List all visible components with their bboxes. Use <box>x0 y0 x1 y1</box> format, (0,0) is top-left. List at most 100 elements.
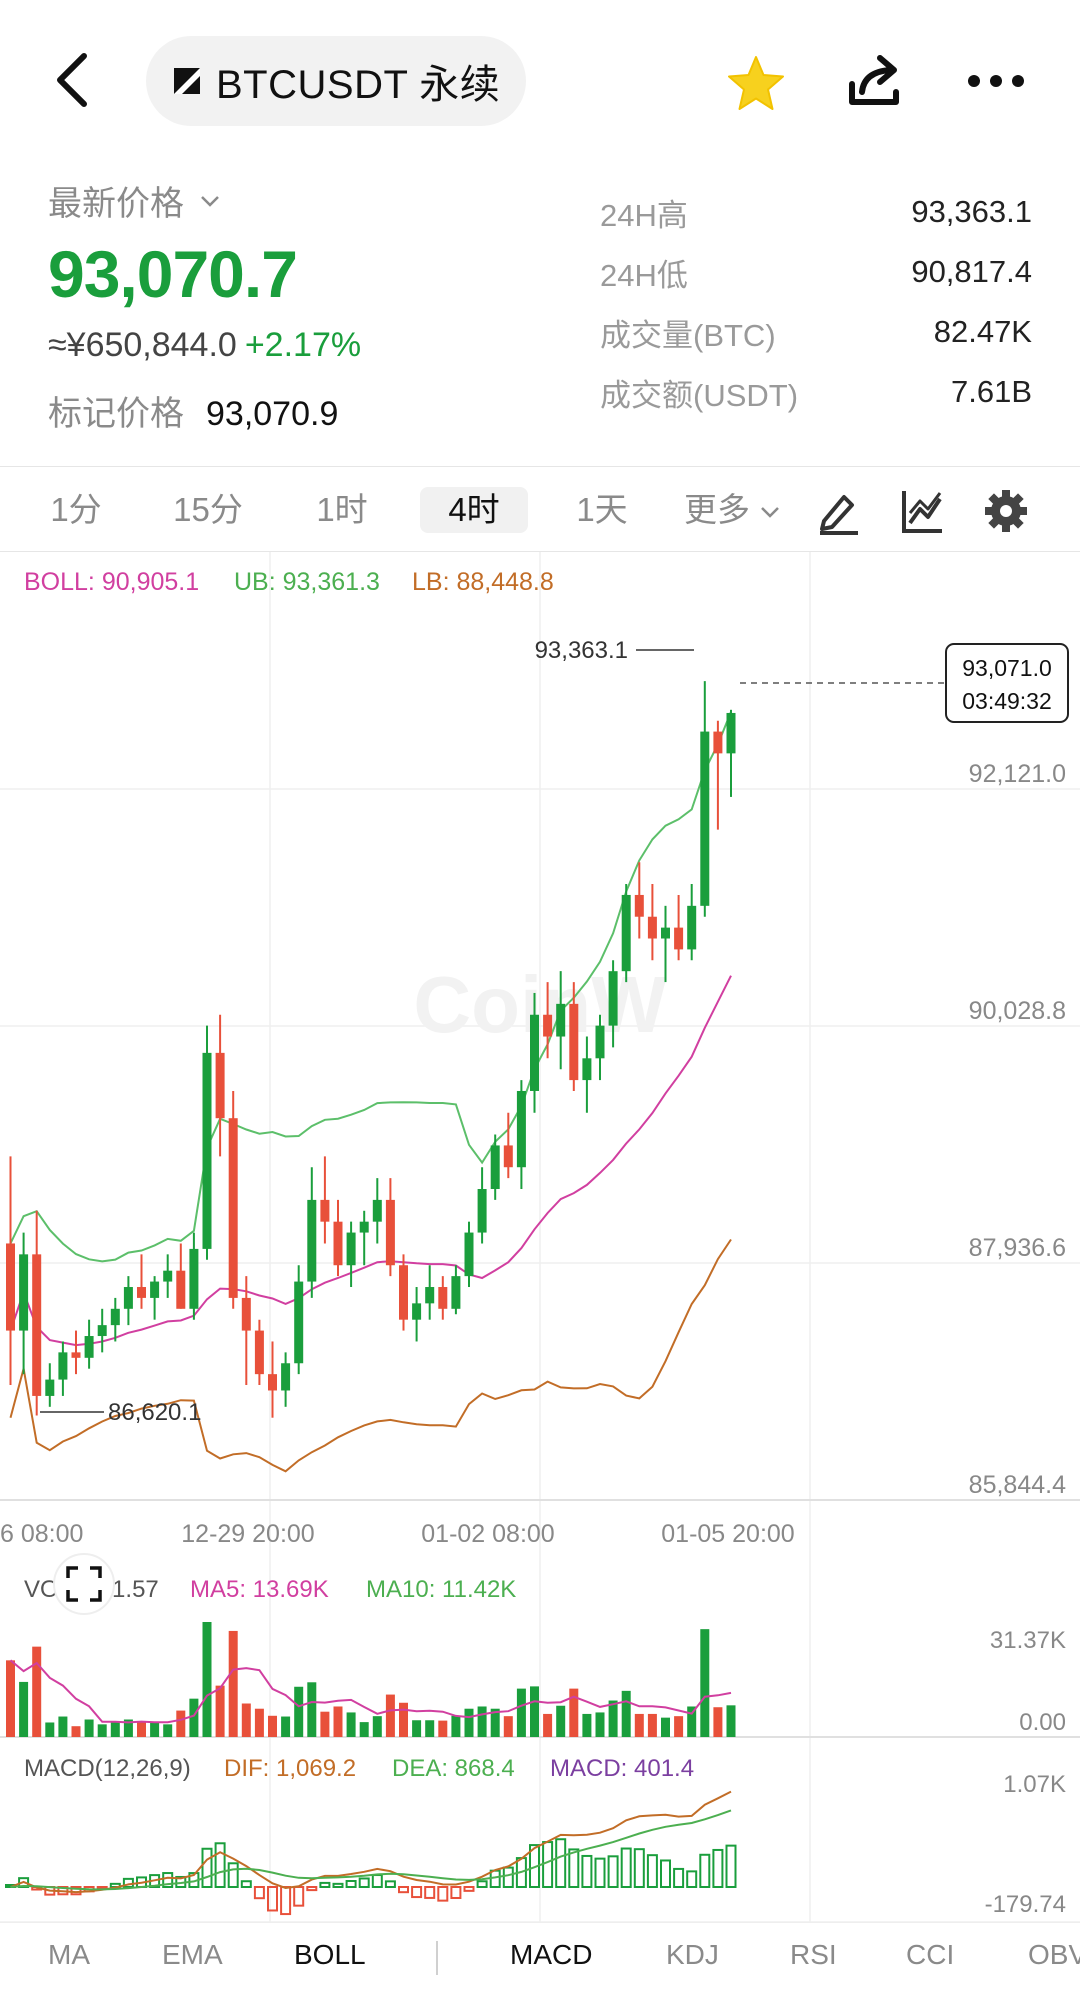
volume-bar <box>503 1716 513 1737</box>
lb-label: LB: 88,448.8 <box>412 568 554 596</box>
volume-bar <box>176 1710 186 1737</box>
volume-bar <box>582 1713 592 1737</box>
candle-body <box>700 731 710 906</box>
macd-bar <box>384 1880 396 1889</box>
candle-body <box>176 1270 186 1309</box>
macd-bar <box>345 1880 357 1889</box>
candle-body <box>202 1052 212 1249</box>
stat-row: 成交额(USDT) 7.61B <box>600 362 1032 422</box>
crosshair-box[interactable]: 93,071.0 03:49:32 <box>945 643 1069 723</box>
macd-value-label: MACD: 401.4 <box>550 1755 694 1782</box>
low-marker: 86,620.1 <box>108 1399 201 1426</box>
candle-body <box>110 1308 120 1326</box>
candle-body <box>254 1330 264 1375</box>
fullscreen-button[interactable] <box>53 1553 115 1615</box>
candle-body <box>84 1336 94 1358</box>
candle-body <box>425 1287 435 1304</box>
tab-more-label: 更多 <box>684 491 750 528</box>
candle-body <box>268 1374 277 1391</box>
candle-body <box>634 894 644 917</box>
candle-body <box>713 731 723 754</box>
mark-price-value: 93,070.9 <box>206 395 339 433</box>
boll-upper-line <box>9 711 732 1263</box>
symbol-name: BTCUSDT 永续 <box>216 63 501 107</box>
volume-bar <box>372 1716 382 1737</box>
volume-bar <box>516 1688 526 1737</box>
macd-bar <box>620 1847 632 1888</box>
volume-bar <box>556 1705 566 1737</box>
ind-tab-ema[interactable]: EMA <box>162 1939 223 1970</box>
indicator-chart-icon[interactable] <box>898 487 946 535</box>
stat-row: 24H低 90,817.4 <box>600 242 1032 302</box>
boll-mid-line <box>9 975 732 1347</box>
kline-chart-svg[interactable]: CoinW BOLL: 90,905.1 UB: 93,361.3 LB: 88… <box>0 552 1080 1922</box>
ind-tab-kdj[interactable]: KDJ <box>666 1939 719 1970</box>
symbol-selector[interactable]: BTCUSDT 永续 <box>146 36 526 126</box>
volume-bar <box>333 1706 343 1737</box>
ind-tab-cci[interactable]: CCI <box>906 1939 955 1970</box>
volume-bar <box>189 1698 199 1737</box>
candle-body <box>464 1232 474 1277</box>
boll-label: BOLL: 90,905.1 <box>24 568 199 596</box>
volume-bar <box>320 1711 330 1737</box>
macd-bar <box>306 1886 318 1892</box>
boll-bands <box>9 711 732 1473</box>
macd-bar <box>293 1886 305 1907</box>
ind-tab-macd[interactable]: MACD <box>510 1939 593 1970</box>
macd-bar <box>319 1881 331 1889</box>
stat-label: 24H高 <box>600 197 688 233</box>
time-axis-label: 12-29 20:00 <box>181 1520 314 1548</box>
fullscreen-icon <box>66 1566 102 1602</box>
volume-bar <box>726 1705 736 1737</box>
tab-1d[interactable]: 1天 <box>576 491 628 528</box>
macd-bar <box>568 1848 580 1888</box>
ind-tab-rsi[interactable]: RSI <box>790 1939 837 1970</box>
volume-bar <box>451 1715 461 1737</box>
candles <box>6 681 736 1418</box>
candle-body <box>516 1090 526 1168</box>
back-arrow-icon[interactable] <box>48 50 98 110</box>
stats-panel: 24H高 93,363.1 24H低 90,817.4 成交量(BTC) 82.47K… <box>600 182 1032 422</box>
time-axis-label: 01-05 20:00 <box>661 1520 794 1548</box>
macd-histogram <box>5 1790 737 1916</box>
share-icon[interactable] <box>846 52 906 112</box>
favorite-star-icon[interactable] <box>726 54 786 112</box>
volume-bar <box>58 1716 68 1737</box>
stat-label: 成交额(USDT) <box>600 377 799 413</box>
tab-1m[interactable]: 1分 <box>50 491 102 528</box>
ind-tab-obv[interactable]: OBV <box>1028 1939 1080 1970</box>
macd-bar <box>70 1886 82 1896</box>
tab-more[interactable]: 更多 <box>684 487 794 533</box>
candle-body <box>32 1254 42 1396</box>
vol-axis-label: 31.37K <box>990 1627 1066 1654</box>
macd-bar <box>371 1874 383 1889</box>
time-axis-label: 01-02 08:00 <box>421 1520 554 1548</box>
tab-15m[interactable]: 15分 <box>173 491 243 528</box>
chart-grid <box>0 552 1080 1922</box>
more-options-icon[interactable] <box>966 66 1026 96</box>
macd-bar <box>555 1838 567 1889</box>
volume-bar <box>621 1690 631 1737</box>
macd-bar <box>424 1886 436 1899</box>
volume-bar <box>399 1702 408 1737</box>
ind-tab-ma[interactable]: MA <box>48 1939 90 1970</box>
price-type-selector[interactable]: 最新价格 <box>48 176 220 225</box>
volume-bar <box>713 1707 723 1737</box>
tab-4h[interactable]: 4时 <box>420 487 528 533</box>
draw-pencil-icon[interactable] <box>814 487 862 535</box>
candle-body <box>137 1287 146 1298</box>
volume-bar <box>530 1686 539 1737</box>
candle-body <box>595 1025 605 1059</box>
volume-bar <box>123 1719 133 1737</box>
vol-ma5-line <box>9 1659 732 1724</box>
chevron-down-icon <box>761 507 780 519</box>
volume-bar <box>241 1703 251 1737</box>
tab-1h[interactable]: 1时 <box>316 491 368 528</box>
macd-bar <box>437 1886 449 1902</box>
settings-gear-icon[interactable] <box>982 487 1030 535</box>
volume-bar <box>71 1726 81 1737</box>
ind-tab-boll[interactable]: BOLL <box>294 1939 366 1970</box>
candle-body <box>438 1287 448 1309</box>
kline-chart[interactable]: CoinW BOLL: 90,905.1 UB: 93,361.3 LB: 88… <box>0 552 1080 1922</box>
candle-body <box>687 905 697 950</box>
